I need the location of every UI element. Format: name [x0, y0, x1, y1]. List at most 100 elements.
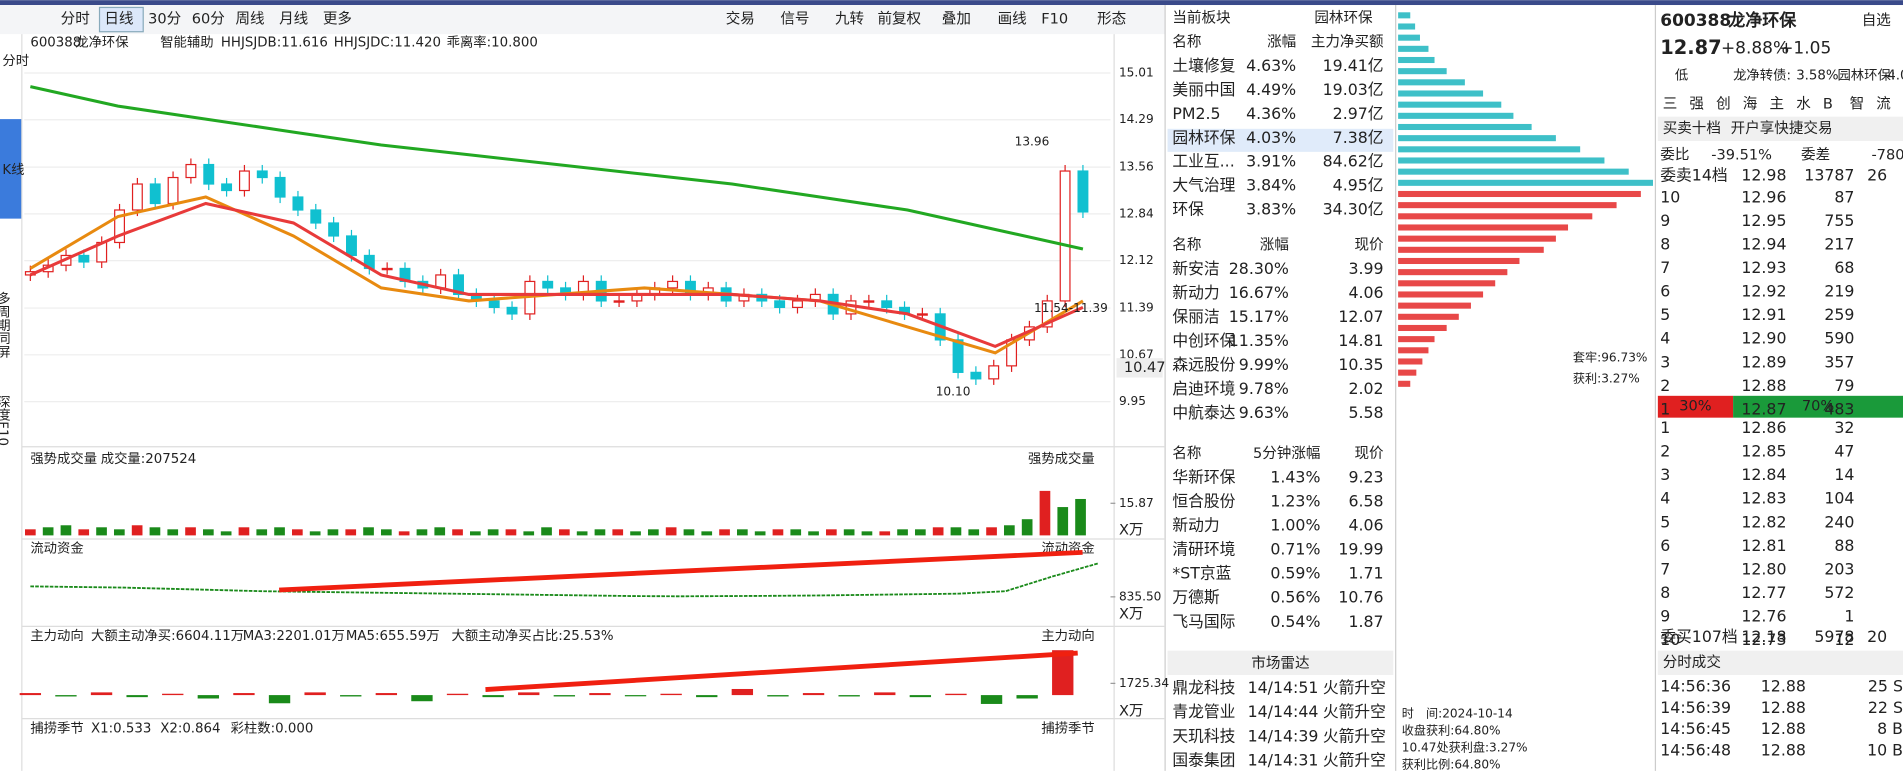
column-header: 名称	[1172, 236, 1201, 253]
bar	[1021, 519, 1033, 536]
table-cell[interactable]: 大气治理	[1172, 176, 1235, 195]
line-series	[30, 562, 1099, 598]
period-tab[interactable]: 更多	[323, 11, 352, 28]
quote-tab[interactable]: 海	[1743, 96, 1758, 113]
tool-button[interactable]: 九转	[835, 11, 864, 28]
bar	[589, 693, 611, 696]
quote-tab[interactable]: 创	[1716, 96, 1731, 113]
period-tab[interactable]: 分时	[61, 11, 90, 28]
table-cell[interactable]: 森远股份	[1172, 355, 1235, 374]
quote-tab[interactable]: 强	[1689, 96, 1704, 113]
bar	[1016, 695, 1038, 699]
tool-button[interactable]: 交易	[726, 10, 755, 28]
quote-tab[interactable]: 智	[1850, 96, 1865, 113]
tool-button[interactable]: 叠加	[942, 11, 971, 28]
quote-tab[interactable]: 主	[1769, 96, 1784, 113]
quote-tab[interactable]: 三	[1663, 96, 1678, 113]
book-cell: 10	[1660, 187, 1680, 206]
period-tab[interactable]: 30分	[148, 11, 181, 28]
fav-button[interactable]: 自选	[1862, 12, 1892, 29]
quote-tab[interactable]: B	[1823, 96, 1833, 113]
indicator: 大额主动净买:6604.11万	[91, 628, 244, 644]
row-highlight	[1167, 128, 1394, 152]
cursor-box	[1116, 358, 1163, 378]
unit: X万	[1119, 702, 1144, 719]
table-cell: 7.38亿	[1333, 128, 1384, 147]
column-header: 涨幅	[1260, 236, 1289, 253]
chip-bar	[1398, 224, 1569, 231]
chip-bar	[1398, 336, 1435, 343]
tool-button[interactable]: 前复权	[877, 10, 921, 28]
bar	[327, 529, 339, 536]
table-cell: 10.76	[1338, 588, 1383, 607]
quote-chg: +1.05	[1779, 39, 1831, 59]
bar	[19, 693, 42, 696]
radar-cell: 鼎龙科技	[1172, 678, 1235, 697]
table-cell[interactable]: 万德斯	[1172, 588, 1220, 607]
table-cell[interactable]: 启迪环境	[1172, 379, 1235, 398]
tool-button[interactable]: 画线	[998, 11, 1027, 28]
candle	[792, 300, 803, 309]
table-cell[interactable]: 美丽中国	[1172, 80, 1235, 99]
period-tab[interactable]: 60分	[192, 11, 225, 28]
quote-code: 600388	[1660, 11, 1731, 31]
table-cell[interactable]: *ST京蓝	[1172, 564, 1231, 583]
book-label: 委差	[1801, 147, 1830, 164]
stock-name: 龙净环保	[75, 35, 129, 51]
tool-button[interactable]: 信号	[780, 11, 809, 28]
book-cell: 5	[1660, 305, 1670, 324]
quote-tab[interactable]: 流	[1876, 96, 1891, 113]
table-cell[interactable]: 新动力	[1172, 283, 1219, 302]
book-cell: 12.95	[1741, 211, 1786, 230]
period-tab[interactable]: 日线	[104, 11, 133, 28]
split: 70%	[1802, 398, 1835, 415]
book-label: 委比	[1660, 147, 1689, 164]
table-cell[interactable]: 土壤修复	[1172, 56, 1235, 75]
bar	[25, 529, 36, 536]
bar	[1057, 507, 1069, 536]
period-tab[interactable]: 周线	[235, 11, 264, 28]
table-cell[interactable]: PM2.5	[1172, 104, 1220, 123]
table-cell[interactable]: 中航泰达	[1172, 403, 1235, 422]
table-cell[interactable]: 园林环保	[1172, 128, 1235, 147]
book-cell: 12.77	[1741, 583, 1786, 602]
indicator: MA5:655.59万	[346, 629, 440, 644]
moving-average	[30, 85, 1084, 251]
table-cell: 4.95亿	[1333, 176, 1384, 195]
table-cell[interactable]: 清研环境	[1172, 540, 1235, 559]
bar	[594, 529, 606, 536]
table-cell[interactable]: 保丽洁	[1172, 307, 1219, 326]
candle	[328, 222, 340, 237]
top-strip	[0, 0, 1903, 6]
table-cell: 19.99	[1338, 540, 1383, 559]
table-cell[interactable]: 新安洁	[1172, 259, 1219, 278]
period-tab[interactable]: 月线	[279, 11, 308, 28]
table-cell: 0.54%	[1270, 612, 1320, 631]
table-cell[interactable]: 飞马国际	[1172, 612, 1235, 631]
table-cell[interactable]: 华新环保	[1172, 468, 1235, 487]
open-account[interactable]: 开户享快捷交易	[1731, 119, 1833, 137]
table-cell[interactable]: 中创环保	[1172, 331, 1235, 350]
panel-title: 主力动向	[30, 628, 83, 644]
quote-tab[interactable]: 水	[1796, 96, 1811, 113]
chip-bar	[1398, 146, 1581, 153]
table-cell: 1.23%	[1270, 492, 1320, 511]
bar	[950, 527, 962, 536]
table-cell[interactable]: 工业互...	[1172, 152, 1234, 171]
column-header: 主力净买额	[1311, 34, 1384, 51]
chip-bar	[1398, 246, 1544, 253]
column-header: 名称	[1172, 34, 1201, 51]
moving-average	[29, 201, 1084, 349]
book-cell: 3	[1660, 465, 1670, 484]
y-tick-label: 12.84	[1119, 206, 1154, 220]
table-cell[interactable]: 新动力	[1172, 516, 1219, 535]
tool-button[interactable]: F10	[1041, 11, 1068, 28]
book-cell: 13787	[1804, 166, 1854, 185]
table-cell[interactable]: 恒合股份	[1172, 492, 1235, 511]
table-cell[interactable]: 环保	[1172, 200, 1204, 219]
book-cell: 572	[1824, 583, 1854, 602]
tool-button[interactable]: 形态	[1097, 11, 1126, 28]
assist[interactable]: 智能辅助	[160, 35, 213, 51]
book-cell: 12.94	[1741, 235, 1786, 254]
